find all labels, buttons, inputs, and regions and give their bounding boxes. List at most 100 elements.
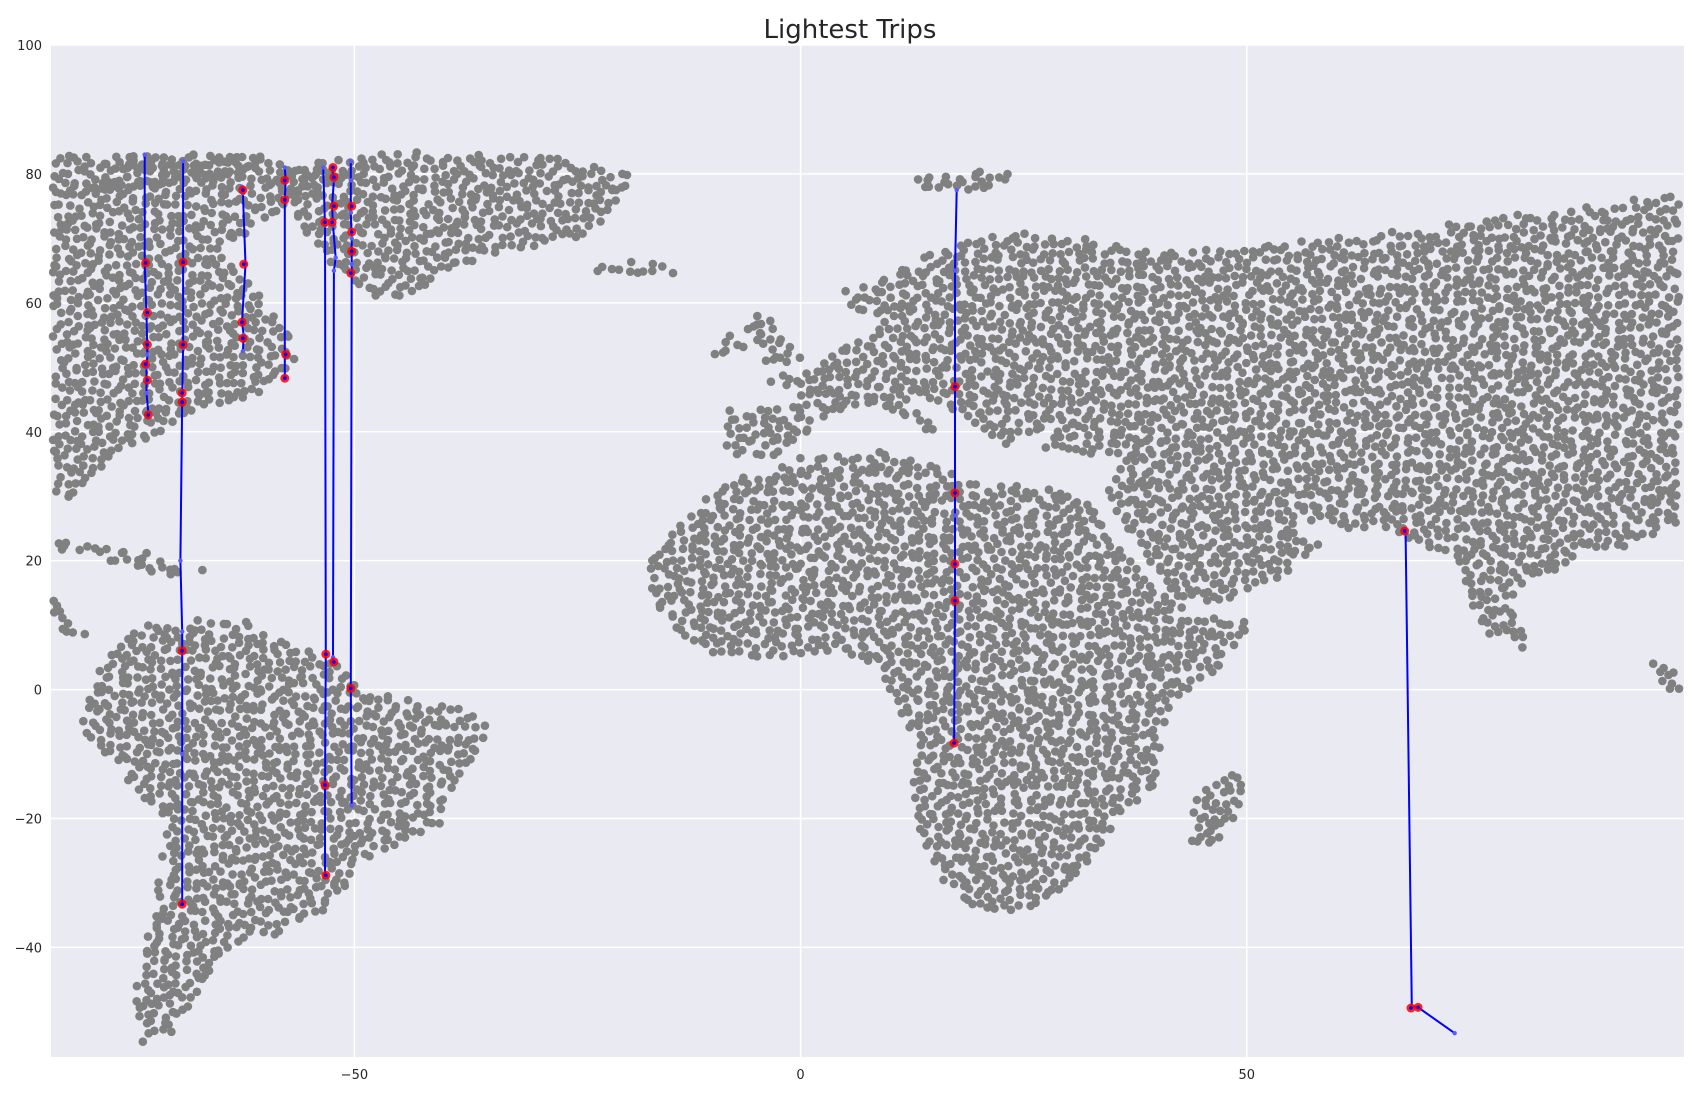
land-point xyxy=(1118,641,1127,650)
land-point xyxy=(409,813,418,822)
land-point xyxy=(129,697,138,706)
land-point xyxy=(972,492,981,501)
land-point xyxy=(1123,588,1132,597)
land-point xyxy=(387,818,396,827)
land-point xyxy=(241,747,250,756)
land-point xyxy=(1022,663,1031,672)
land-point xyxy=(209,200,218,209)
land-point xyxy=(154,290,163,299)
land-point xyxy=(753,652,762,661)
land-point xyxy=(283,873,292,882)
land-point xyxy=(66,386,75,395)
land-point xyxy=(190,749,199,758)
land-point xyxy=(413,801,422,810)
land-point xyxy=(295,914,304,923)
land-point xyxy=(216,917,225,926)
land-point xyxy=(410,266,419,275)
land-point xyxy=(1081,799,1090,808)
land-point xyxy=(1226,632,1235,641)
land-point xyxy=(688,546,697,555)
land-point xyxy=(217,824,226,833)
land-point xyxy=(805,416,814,425)
land-point xyxy=(363,249,372,258)
land-point xyxy=(248,724,257,733)
land-point xyxy=(86,239,95,248)
land-point xyxy=(1066,611,1075,620)
land-point xyxy=(553,155,562,164)
land-point xyxy=(450,776,459,785)
land-point xyxy=(188,646,197,655)
land-point xyxy=(414,756,423,765)
land-point xyxy=(420,175,429,184)
land-point xyxy=(861,629,870,638)
land-point xyxy=(311,907,320,916)
land-point xyxy=(288,732,297,741)
land-point xyxy=(992,241,1001,250)
land-point xyxy=(1388,228,1397,237)
land-point xyxy=(997,548,1006,557)
land-point xyxy=(71,349,80,358)
land-point xyxy=(428,819,437,828)
land-point xyxy=(954,809,963,818)
land-point xyxy=(188,807,197,816)
land-point xyxy=(182,957,191,966)
land-point xyxy=(748,556,757,565)
land-point xyxy=(780,502,789,511)
land-point xyxy=(290,742,299,751)
land-point xyxy=(146,283,155,292)
land-point xyxy=(225,199,234,208)
land-point xyxy=(166,768,175,777)
land-point xyxy=(1099,825,1108,834)
land-point xyxy=(64,170,73,179)
land-point xyxy=(444,154,453,163)
land-point xyxy=(1108,705,1117,714)
land-point xyxy=(268,695,277,704)
land-point xyxy=(160,983,169,992)
land-point xyxy=(945,682,954,691)
land-point xyxy=(223,831,232,840)
land-point xyxy=(203,882,212,891)
land-point xyxy=(1155,743,1164,752)
land-point xyxy=(277,892,286,901)
land-point xyxy=(981,696,990,705)
land-point xyxy=(77,211,86,220)
land-point xyxy=(785,572,794,581)
land-point xyxy=(987,663,996,672)
land-point xyxy=(395,291,404,300)
land-point xyxy=(734,620,743,629)
land-point xyxy=(269,782,278,791)
land-point xyxy=(997,782,1006,791)
land-point xyxy=(1008,824,1017,833)
land-point xyxy=(223,620,232,629)
land-point xyxy=(167,1028,176,1037)
land-point xyxy=(172,971,181,980)
land-point xyxy=(259,645,268,654)
land-point xyxy=(686,588,695,597)
land-point xyxy=(762,537,771,546)
land-point xyxy=(265,682,274,691)
land-point xyxy=(166,991,175,1000)
land-point xyxy=(1041,680,1050,689)
land-point xyxy=(282,810,291,819)
land-point xyxy=(452,221,461,230)
land-point xyxy=(725,521,734,530)
land-point xyxy=(735,568,744,577)
land-point xyxy=(1067,833,1076,842)
land-point xyxy=(704,591,713,600)
land-point xyxy=(596,196,605,205)
land-point xyxy=(1051,538,1060,547)
land-point xyxy=(1089,772,1098,781)
land-point xyxy=(193,957,202,966)
land-point xyxy=(1539,222,1548,231)
land-point xyxy=(496,187,505,196)
land-point xyxy=(855,587,864,596)
land-point xyxy=(1061,655,1070,664)
land-point xyxy=(435,819,444,828)
land-point xyxy=(203,261,212,270)
land-point xyxy=(342,671,351,680)
land-point xyxy=(378,239,387,248)
land-point xyxy=(321,899,330,908)
land-point xyxy=(446,705,455,714)
land-point xyxy=(900,542,909,551)
land-point xyxy=(138,663,147,672)
